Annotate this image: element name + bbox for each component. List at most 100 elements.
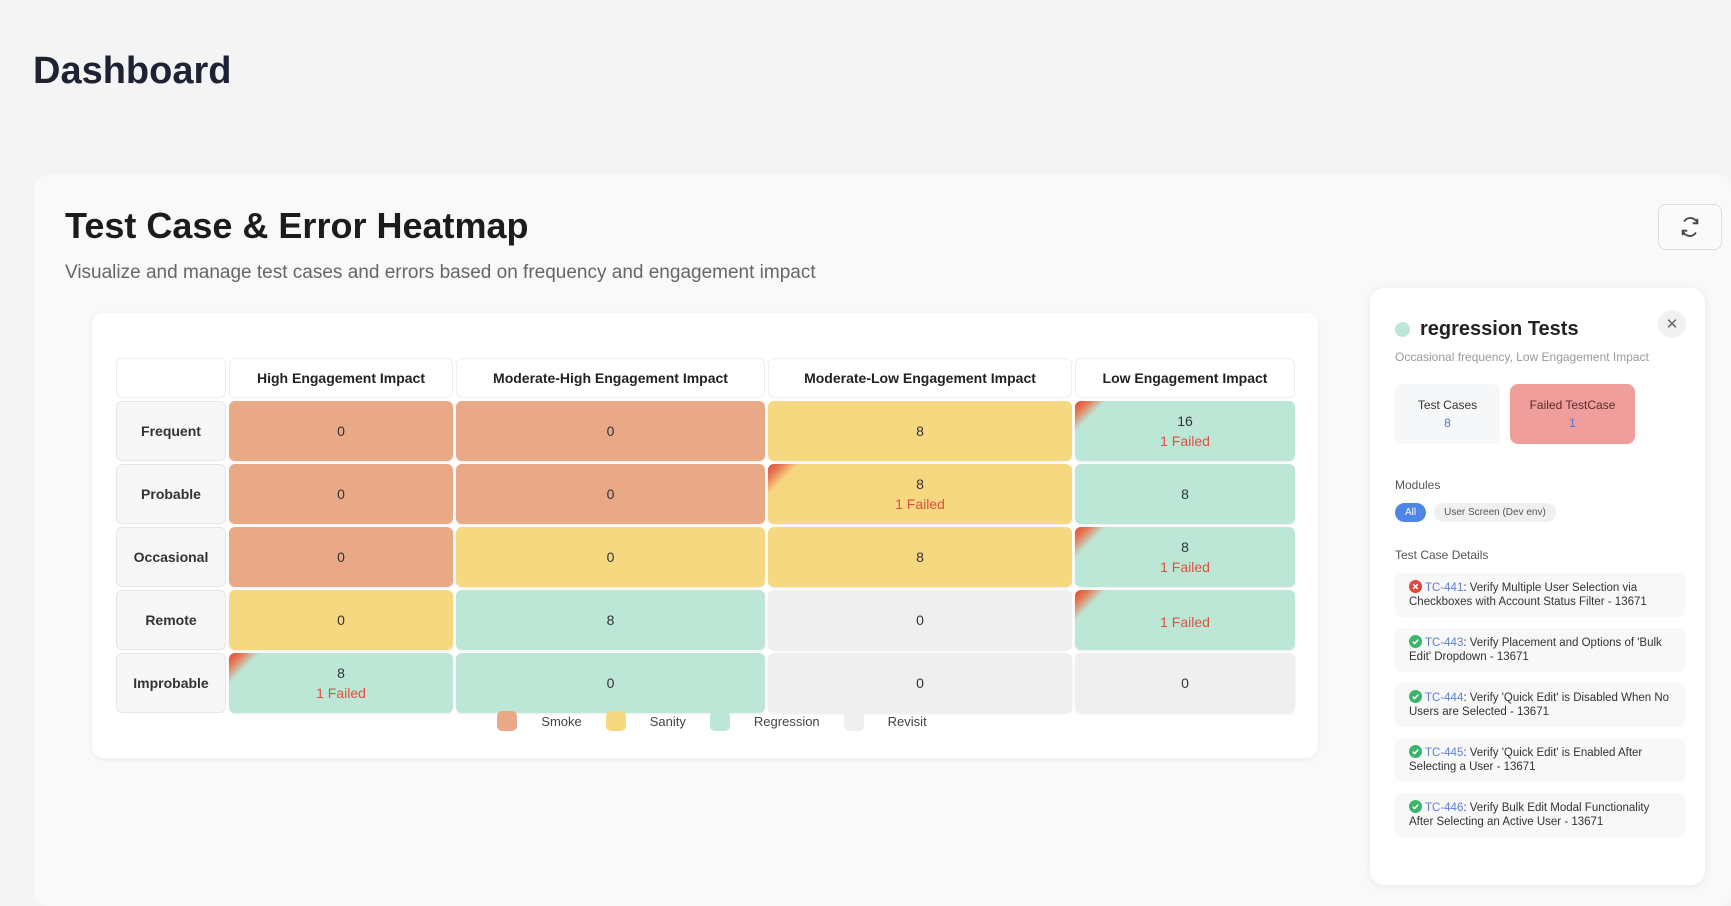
stat-value: 1 [1569, 416, 1576, 430]
test-case-id[interactable]: TC-444 [1425, 692, 1464, 704]
details-panel: regression Tests ✕ Occasional frequency,… [1370, 288, 1705, 885]
heatmap-cell[interactable]: 8 1 Failed [229, 653, 453, 713]
legend-label: Sanity [649, 713, 686, 729]
heatmap-cell[interactable]: 0 [1075, 653, 1295, 713]
test-case-text: : Verify 'Quick Edit' is Disabled When N… [1409, 692, 1670, 718]
stat-box: Test Cases 8 [1395, 384, 1500, 444]
heatmap-cell[interactable]: 0 [456, 653, 765, 713]
panel-subtitle: Occasional frequency, Low Engagement Imp… [1395, 350, 1649, 364]
cell-count: 0 [606, 675, 615, 691]
test-case-text: : Verify 'Quick Edit' is Enabled After S… [1409, 747, 1643, 773]
cell-count: 0 [1181, 675, 1189, 691]
failure-flag [1075, 401, 1115, 441]
failure-flag [229, 653, 269, 693]
stat-label: Failed TestCase [1529, 398, 1616, 412]
stat-value: 8 [1444, 416, 1451, 430]
heatmap-card: Test Case & Error Heatmap Visualize and … [35, 175, 1731, 906]
row-label: Occasional [116, 527, 226, 587]
test-case-item: TC-446: Verify Bulk Edit Modal Functiona… [1395, 793, 1685, 837]
cell-count: 0 [916, 675, 924, 691]
heatmap-cell[interactable]: 8 1 Failed [1075, 527, 1295, 587]
module-chip[interactable]: All [1395, 503, 1427, 522]
heatmap-cell[interactable]: 0 [229, 590, 453, 650]
column-header: Low Engagement Impact [1075, 358, 1295, 398]
legend-label: Regression [753, 713, 820, 729]
cell-count: 0 [916, 612, 924, 628]
pass-icon [1409, 690, 1422, 703]
column-header: High Engagement Impact [229, 358, 453, 398]
pass-icon [1409, 800, 1422, 813]
refresh-button[interactable] [1658, 204, 1722, 250]
heatmap-grid: High Engagement Impact Moderate-High Enga… [116, 338, 1295, 713]
cell-count: 0 [337, 423, 345, 439]
heatmap-cell[interactable]: 0 [768, 590, 1072, 650]
cell-count: 0 [606, 423, 615, 439]
corner-header [116, 358, 226, 398]
heatmap: High Engagement Impact Moderate-High Enga… [92, 313, 1318, 758]
test-case-id[interactable]: TC-441 [1425, 582, 1464, 594]
modules-label: Modules [1395, 478, 1441, 492]
test-case-item: TC-445: Verify 'Quick Edit' is Enabled A… [1395, 738, 1685, 782]
heatmap-cell[interactable]: 0 [229, 527, 453, 587]
heatmap-cell[interactable]: 1 Failed [1075, 590, 1295, 650]
cell-failed: 1 Failed [316, 685, 366, 701]
test-case-item: TC-444: Verify 'Quick Edit' is Disabled … [1395, 683, 1685, 727]
heatmap-cell[interactable]: 0 [456, 464, 765, 524]
row-label: Frequent [116, 401, 226, 461]
legend-swatch [709, 711, 730, 731]
cell-count: 8 [337, 665, 345, 681]
module-chip[interactable]: User Screen (Dev env) [1434, 503, 1556, 522]
page-title: Dashboard [33, 50, 232, 92]
row-label: Improbable [116, 653, 226, 713]
stat-box: Failed TestCase 1 [1510, 384, 1635, 444]
row-label: Remote [116, 590, 226, 650]
test-case-id[interactable]: TC-443 [1425, 637, 1464, 649]
test-case-text: : Verify Bulk Edit Modal Functionality A… [1409, 802, 1650, 828]
fail-icon [1409, 580, 1422, 593]
heatmap-cell[interactable]: 0 [768, 653, 1072, 713]
heatmap-cell[interactable]: 0 [229, 401, 453, 461]
heatmap-cell[interactable]: 0 [456, 401, 765, 461]
cell-count: 0 [337, 612, 345, 628]
test-case-item: TC-443: Verify Placement and Options of … [1395, 628, 1685, 672]
test-case-id[interactable]: TC-445 [1425, 747, 1464, 759]
failure-flag [768, 464, 808, 504]
status-dot [1395, 322, 1410, 337]
module-chips: All User Screen (Dev env) [1395, 503, 1556, 522]
test-case-list: TC-441: Verify Multiple User Selection v… [1395, 573, 1685, 837]
column-header: Moderate-High Engagement Impact [456, 358, 765, 398]
row-label: Probable [116, 464, 226, 524]
legend-label: Revisit [887, 713, 927, 729]
heatmap-cell[interactable]: 0 [229, 464, 453, 524]
heatmap-cell[interactable]: 8 1 Failed [768, 464, 1072, 524]
test-case-text: : Verify Placement and Options of 'Bulk … [1409, 637, 1662, 663]
details-label: Test Case Details [1395, 548, 1489, 562]
legend-swatch [497, 711, 518, 731]
pass-icon [1409, 635, 1422, 648]
cell-count: 8 [916, 549, 924, 565]
cell-count: 8 [916, 476, 924, 492]
cell-failed: 1 Failed [1160, 614, 1210, 630]
column-header: Moderate-Low Engagement Impact [768, 358, 1072, 398]
cell-count: 0 [337, 486, 345, 502]
heatmap-cell[interactable]: 8 [1075, 464, 1295, 524]
test-case-id[interactable]: TC-446 [1425, 802, 1464, 814]
failure-flag [1075, 590, 1115, 630]
test-case-text: : Verify Multiple User Selection via Che… [1409, 582, 1647, 608]
close-button[interactable]: ✕ [1658, 310, 1686, 338]
cell-count: 8 [606, 612, 615, 628]
stat-label: Test Cases [1417, 398, 1478, 412]
panel-title: regression Tests [1420, 318, 1579, 340]
heatmap-cell[interactable]: 8 [456, 590, 765, 650]
heatmap-cell[interactable]: 8 [768, 527, 1072, 587]
heatmap-cell[interactable]: 8 [768, 401, 1072, 461]
cell-failed: 1 Failed [1160, 433, 1210, 449]
pass-icon [1409, 745, 1422, 758]
cell-count: 0 [606, 486, 615, 502]
legend-label: Smoke [541, 713, 582, 729]
heatmap-cell[interactable]: 0 [456, 527, 765, 587]
cell-count: 0 [337, 549, 345, 565]
legend-swatch [605, 711, 626, 731]
heatmap-cell[interactable]: 16 1 Failed [1075, 401, 1295, 461]
